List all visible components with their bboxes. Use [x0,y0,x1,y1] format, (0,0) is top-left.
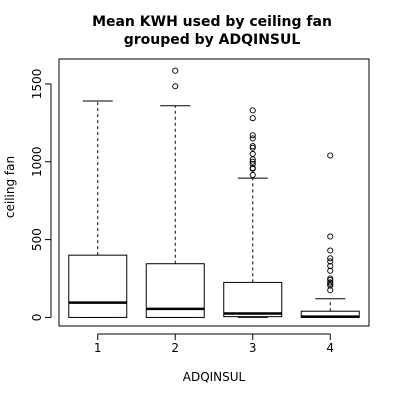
chart-title-line-2: grouped by ADQINSUL [124,32,301,48]
y-axis-label: ceiling fan [3,156,17,218]
y-tick-label: 1500 [30,69,44,100]
box-iqr [224,282,282,316]
x-tick-label: 4 [326,341,334,355]
y-tick-label: 500 [30,228,44,251]
chart-title-line-1: Mean KWH used by ceiling fan [92,14,332,30]
x-axis-label: ADQINSUL [183,370,246,384]
x-tick-label: 1 [94,341,102,355]
y-tick-label: 0 [30,314,44,322]
x-tick-label: 2 [171,341,179,355]
box-iqr [69,255,127,317]
y-tick-label: 1000 [30,146,44,177]
x-tick-label: 3 [249,341,257,355]
